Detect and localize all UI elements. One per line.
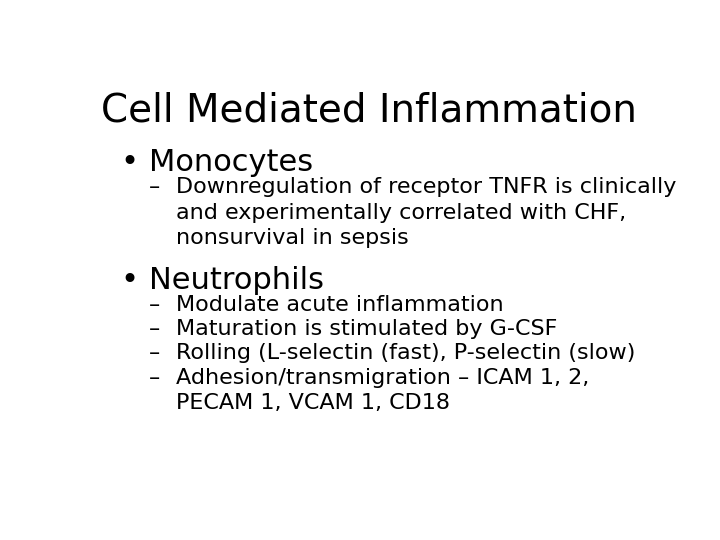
Text: Neutrophils: Neutrophils [148,266,323,295]
Text: –: – [148,295,160,315]
Text: Maturation is stimulated by G-CSF: Maturation is stimulated by G-CSF [176,319,558,339]
Text: Rolling (L-selectin (fast), P-selectin (slow): Rolling (L-selectin (fast), P-selectin (… [176,343,636,363]
Text: Modulate acute inflammation: Modulate acute inflammation [176,295,504,315]
Text: –: – [148,343,160,363]
Text: •: • [121,148,139,177]
Text: Adhesion/transmigration – ICAM 1, 2,
PECAM 1, VCAM 1, CD18: Adhesion/transmigration – ICAM 1, 2, PEC… [176,368,590,413]
Text: –: – [148,319,160,339]
Text: Monocytes: Monocytes [148,148,312,177]
Text: Downregulation of receptor TNFR is clinically
and experimentally correlated with: Downregulation of receptor TNFR is clini… [176,177,677,248]
Text: Cell Mediated Inflammation: Cell Mediated Inflammation [101,92,637,130]
Text: •: • [121,266,139,295]
Text: –: – [148,177,160,197]
Text: –: – [148,368,160,388]
